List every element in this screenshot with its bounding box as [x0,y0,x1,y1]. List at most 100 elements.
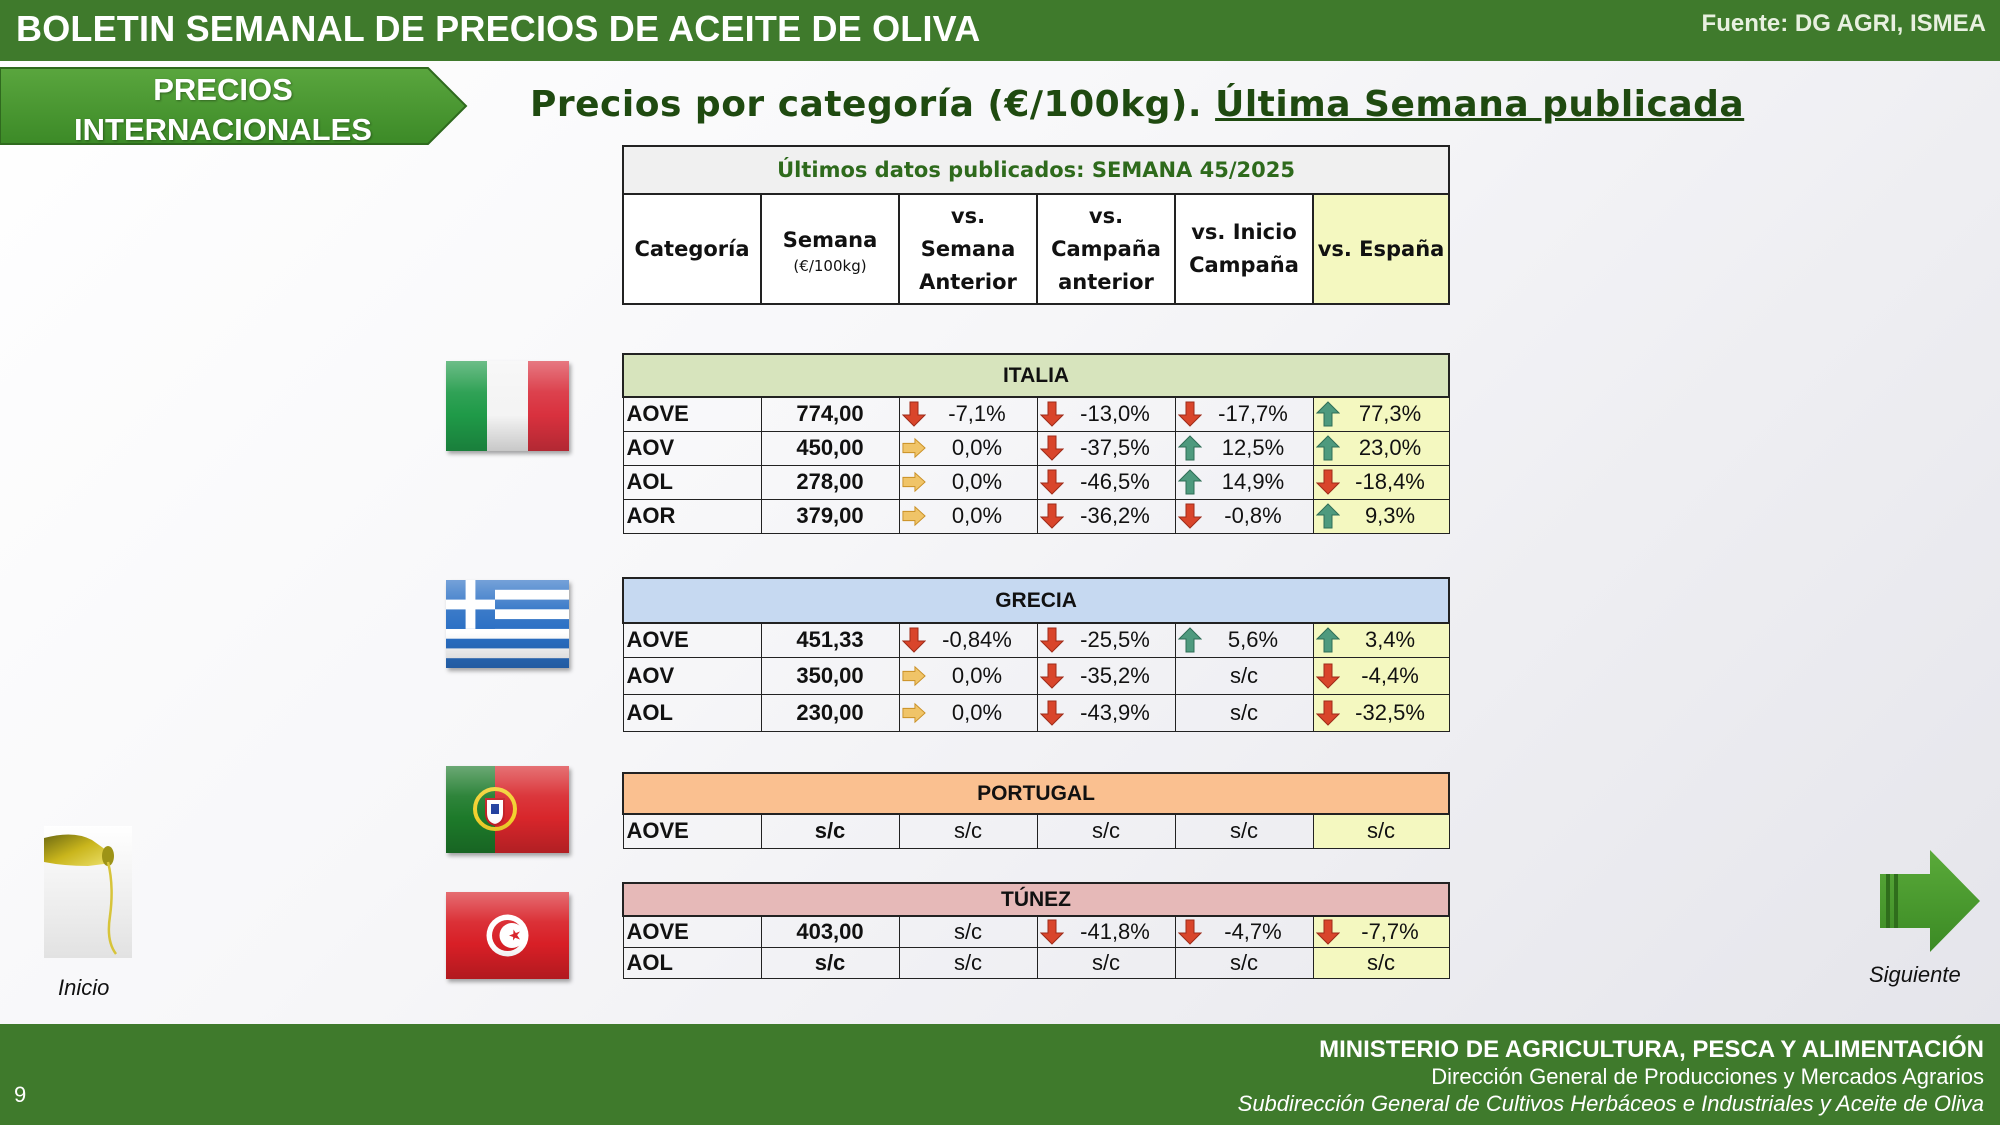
vs-inicio-cell: -17,7% [1174,396,1314,432]
arrow-down-icon [1177,401,1202,427]
percent-value: -18,4% [1355,469,1425,494]
arrow-right-icon [901,665,926,686]
grecia-table: GRECIA AOVE 451,33 -0,84% -25,5% 5,6% 3,4% AOV… [621,577,1451,732]
percent-value: -46,5% [1080,469,1150,494]
siguiente-link[interactable]: Siguiente [1869,962,1961,987]
vs-semana-cell: s/c [898,915,1038,948]
arrow-right-icon [901,505,926,527]
arrow-down-icon [1177,503,1202,529]
percent-value: 12,5% [1221,435,1285,460]
italia-row-aov: AOV 450,00 0,0% -37,5% 12,5% 23,0% [622,430,1450,466]
category-cell: AOL [622,693,762,732]
col-semana-unit: (€/100kg) [793,256,867,275]
arrow-down-icon [1315,469,1340,495]
col-vs-semana-l1: vs. Semana [920,203,1016,261]
olive-oil-bottle-icon[interactable] [44,826,132,958]
vs-campana-cell: -46,5% [1036,464,1176,500]
tunez-table: TÚNEZ AOVE 403,00 s/c -41,8% -4,7% -7,7% AOL s/… [622,882,1450,979]
arrow-down-icon [1039,627,1064,653]
col-semana-label: Semana [782,227,878,252]
arrow-down-icon [901,401,926,427]
category-cell: AOVE [622,396,762,432]
arrow-down-icon [1039,469,1064,495]
percent-value: -32,5% [1355,699,1425,725]
subdirectorate-name: Subdirección General de Cultivos Herbáce… [1237,1091,1984,1116]
section-label-line2: INTERNACIONALES [74,112,372,147]
percent-value: -0,84% [942,627,1012,653]
vs-espana-cell: s/c [1312,813,1450,849]
week-banner: Últimos datos publicados: SEMANA 45/2025 [621,145,1451,195]
vs-espana-cell: 9,3% [1312,498,1450,534]
arrow-up-icon [1315,435,1340,461]
source-label: Fuente: DG AGRI, ISMEA [1701,10,1986,37]
percent-value: -7,1% [948,401,1006,427]
price-cell: 403,00 [760,915,900,948]
subtitle-link[interactable]: Última Semana publicada [1215,84,1745,125]
tunez-row-aove: AOVE 403,00 s/c -41,8% -4,7% -7,7% [622,915,1450,948]
section-label-line1: PRECIOS [153,72,293,107]
price-cell: 774,00 [760,396,900,432]
col-semana: Semana (€/100kg) [760,193,900,305]
vs-espana-cell: s/c [1312,946,1450,979]
percent-value: -7,7% [1361,918,1419,944]
percent-value: -25,5% [1080,627,1150,653]
arrow-down-icon [1039,435,1064,461]
ministry-name: MINISTERIO DE AGRICULTURA, PESCA Y ALIME… [1319,1036,1984,1063]
vs-espana-cell: -18,4% [1312,464,1450,500]
category-cell: AOV [622,430,762,466]
percent-value: 5,6% [1227,627,1279,653]
percent-value: 0,0% [951,662,1003,688]
col-vs-campana-l2: Campaña [1051,236,1161,261]
footer-bar: 9 MINISTERIO DE AGRICULTURA, PESCA Y ALI… [0,1024,2000,1125]
subtitle-main: Precios por categoría (€/100kg). [530,84,1203,125]
vs-espana-cell: 23,0% [1312,430,1450,466]
col-vs-semana-l2: Anterior [919,269,1017,294]
italia-title: ITALIA [621,353,1451,398]
italia-row-aove: AOVE 774,00 -7,1% -13,0% -17,7% 77,3% [622,396,1450,432]
percent-value: 9,3% [1364,503,1416,528]
directorate-name: Dirección General de Producciones y Merc… [1431,1064,1984,1089]
percent-value: -36,2% [1080,503,1150,528]
arrow-down-icon [1315,919,1340,945]
vs-campana-cell: -37,5% [1036,430,1176,466]
percent-value: 77,3% [1358,401,1422,427]
col-vs-inicio: vs. Inicio Campaña [1174,193,1314,305]
percent-value: -41,8% [1080,918,1150,944]
arrow-up-icon [1177,469,1202,495]
grecia-title: GRECIA [621,577,1451,624]
arrow-down-icon [1039,919,1064,945]
percent-value: s/c [1091,818,1121,844]
percent-value: -17,7% [1218,401,1288,427]
arrow-right-icon [901,702,926,723]
percent-value: -13,0% [1080,401,1150,427]
col-vs-inicio-l2: Campaña [1189,253,1299,277]
page-number: 9 [14,1082,27,1107]
category-cell: AOL [622,946,762,979]
col-categoria: Categoría [622,193,762,305]
vs-semana-cell: 0,0% [898,693,1038,732]
vs-campana-cell: -35,2% [1036,656,1176,695]
vs-inicio-cell: -4,7% [1174,915,1314,948]
inicio-link[interactable]: Inicio [58,975,110,1000]
vs-espana-cell: -7,7% [1312,915,1450,948]
vs-espana-cell: -32,5% [1312,693,1450,732]
percent-value: s/c [1366,949,1396,975]
vs-espana-cell: 77,3% [1312,396,1450,432]
next-arrow-icon[interactable] [1880,850,1980,952]
percent-value: s/c [953,949,983,975]
price-cell: 450,00 [760,430,900,466]
arrow-up-icon [1315,401,1340,427]
grecia-row-aol: AOL 230,00 0,0% -43,9% s/c -32,5% [622,693,1450,732]
arrow-down-icon [1177,919,1202,945]
price-cell: s/c [760,946,900,979]
col-vs-inicio-l1: vs. Inicio [1191,220,1297,244]
vs-semana-cell: s/c [898,946,1038,979]
section-label: PRECIOS INTERNACIONALES [0,70,446,150]
vs-campana-cell: s/c [1036,813,1176,849]
page-title: BOLETIN SEMANAL DE PRECIOS DE ACEITE DE … [16,8,981,49]
tunisia-flag-icon [446,892,569,979]
portugal-title: PORTUGAL [621,772,1451,815]
percent-value: -4,4% [1361,662,1419,688]
vs-inicio-cell: 5,6% [1174,622,1314,658]
vs-semana-cell: 0,0% [898,498,1038,534]
